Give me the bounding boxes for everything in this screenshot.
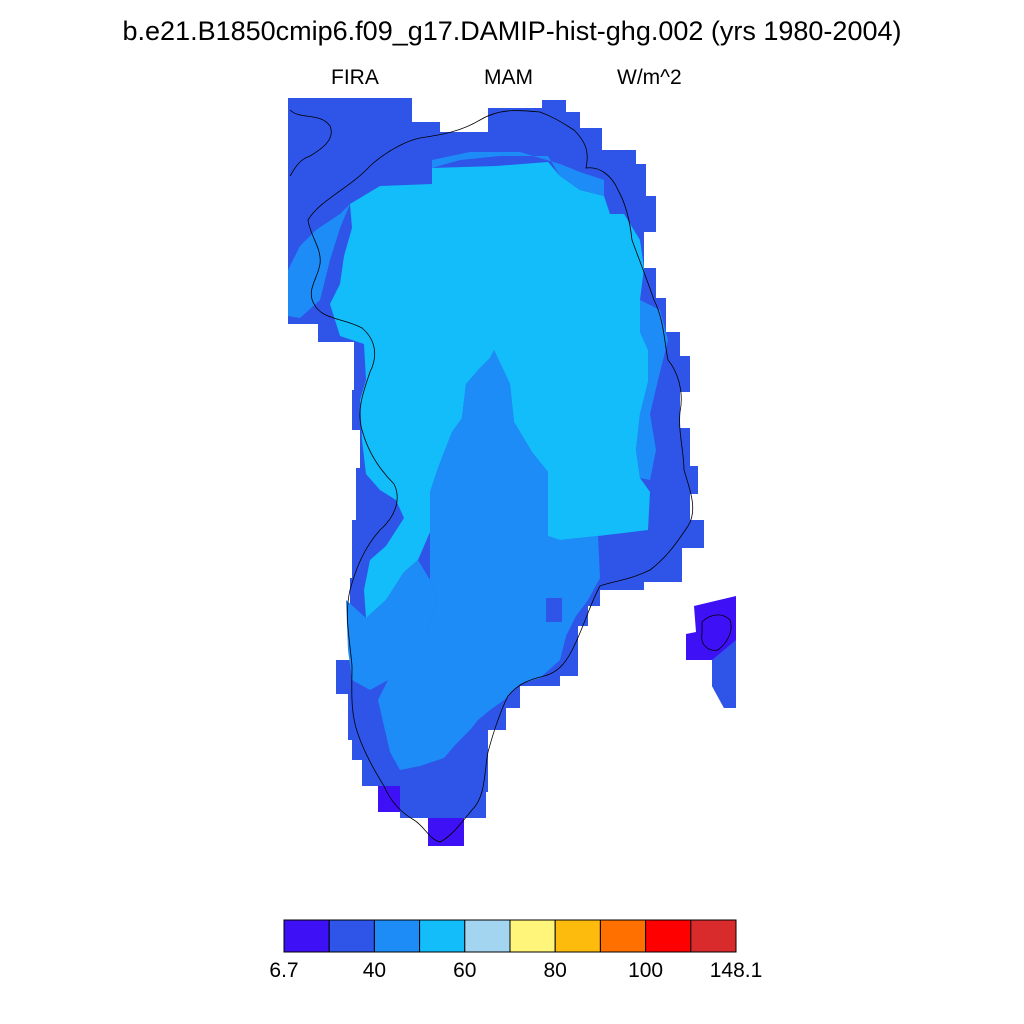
- patch-sw: [346, 560, 438, 690]
- low-cell: [378, 786, 400, 812]
- low-cell: [428, 818, 464, 846]
- color-bar-swatch: [599, 919, 647, 953]
- color-bar-swatch: [419, 919, 466, 953]
- color-bar-swatch: [373, 919, 421, 953]
- color-bar-label: 148.1: [709, 959, 763, 982]
- greenland-field: [288, 98, 736, 846]
- color-bar-swatch: [328, 919, 375, 953]
- patch-n: [432, 152, 604, 196]
- season-label: MAM: [484, 66, 533, 89]
- color-bar-label: 100: [628, 959, 664, 982]
- variable-label: FIRA: [331, 66, 379, 89]
- color-bar-swatch: [464, 919, 511, 953]
- units-label: W/m^2: [617, 66, 682, 89]
- color-bar-swatch: [645, 919, 692, 953]
- upper-left-cells: [288, 98, 412, 236]
- color-bar-label: 60: [453, 959, 477, 982]
- color-bar-swatch: [509, 919, 556, 953]
- color-bar-swatch: [554, 919, 601, 953]
- coastline: [289, 109, 732, 843]
- color-bar: [283, 919, 737, 953]
- color-bar-label: 6.7: [269, 959, 299, 982]
- interior-cells: [330, 162, 650, 618]
- color-bar-swatch: [283, 919, 330, 953]
- south-cells: [378, 350, 600, 770]
- island-cells: [712, 640, 736, 708]
- color-bar-label: 40: [362, 959, 387, 982]
- plot-title: b.e21.B1850cmip6.f09_g17.DAMIP-hist-ghg.…: [122, 16, 902, 46]
- patch-e: [636, 300, 668, 480]
- color-bar-swatch: [690, 919, 737, 953]
- color-bar-label: 80: [543, 959, 567, 982]
- patch-small: [546, 598, 562, 622]
- patch-nw: [288, 204, 350, 318]
